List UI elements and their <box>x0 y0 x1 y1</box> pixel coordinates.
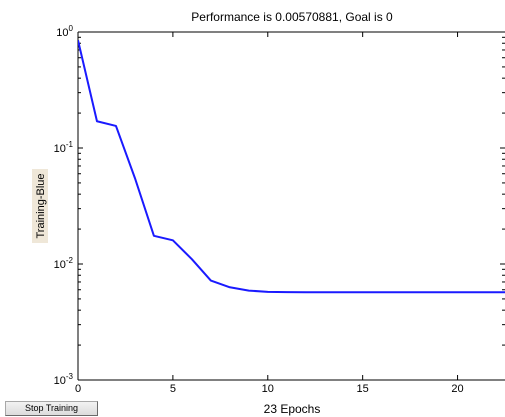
x-axis-label: 23 Epochs <box>264 402 321 416</box>
training-performance-line <box>78 39 505 294</box>
axes <box>77 31 505 381</box>
chart-title: Performance is 0.00570881, Goal is 0 <box>191 10 393 24</box>
x-tick-label: 15 <box>357 383 369 395</box>
y-tick-label: 10-3 <box>54 372 74 387</box>
y-axis-label-group: Training-Blue <box>32 169 48 243</box>
series-layer <box>78 39 505 294</box>
plot-area <box>78 32 505 380</box>
y-axis-label: Training-Blue <box>35 173 47 238</box>
x-axis-label-group: 23 Epochs <box>264 402 321 416</box>
x-tick-label: 20 <box>451 383 463 395</box>
y-axis-label-bg <box>32 169 48 243</box>
tick-labels: 0 5 10 15 20 10-3 10-2 10-1 100 <box>54 24 464 395</box>
y-tick-label: 10-2 <box>54 256 74 271</box>
y-tick-label: 10-1 <box>54 140 74 155</box>
x-tick-label: 5 <box>170 383 176 395</box>
x-tick-label: 10 <box>262 383 274 395</box>
y-tick-label: 100 <box>56 24 73 39</box>
stop-training-button[interactable]: Stop Training <box>5 401 98 416</box>
x-tick-label: 0 <box>75 383 81 395</box>
